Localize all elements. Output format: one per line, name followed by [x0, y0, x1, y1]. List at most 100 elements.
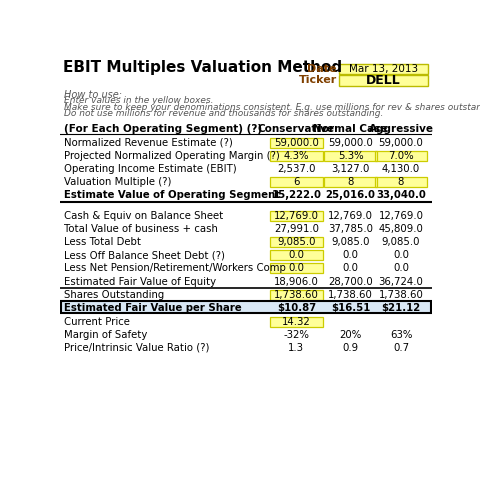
Text: Less Total Debt: Less Total Debt	[64, 237, 141, 247]
Text: 4,130.0: 4,130.0	[382, 164, 420, 174]
Bar	[339, 64, 428, 74]
Text: (For Each Operating Segment) (?): (For Each Operating Segment) (?)	[64, 124, 262, 134]
Text: 4.3%: 4.3%	[284, 151, 309, 161]
Text: 25,016.0: 25,016.0	[325, 190, 376, 201]
Bar	[339, 75, 428, 86]
Bar	[270, 151, 323, 161]
Bar	[339, 64, 428, 74]
Text: EBIT Multiples Valuation Method: EBIT Multiples Valuation Method	[63, 60, 342, 75]
Text: 7.0%: 7.0%	[388, 151, 414, 161]
Text: Do not use millions for revenue and thousands for shares outstanding.: Do not use millions for revenue and thou…	[64, 109, 383, 118]
Bar	[324, 151, 377, 161]
Text: Estimated Fair Value per Share: Estimated Fair Value per Share	[64, 303, 241, 313]
Text: 18,906.0: 18,906.0	[274, 277, 319, 286]
Bar	[324, 177, 377, 187]
Bar	[60, 301, 432, 314]
Bar	[270, 264, 323, 273]
Bar	[339, 75, 428, 86]
Text: Enter values in the yellow boxes.: Enter values in the yellow boxes.	[64, 96, 214, 106]
Text: 0.0: 0.0	[343, 264, 359, 273]
Bar	[270, 177, 323, 187]
Text: 14.32: 14.32	[282, 317, 311, 327]
Text: 33,040.0: 33,040.0	[376, 190, 426, 201]
Text: 0.0: 0.0	[288, 264, 304, 273]
Text: 20%: 20%	[339, 330, 362, 340]
Text: Margin of Safety: Margin of Safety	[64, 330, 147, 340]
Bar	[270, 211, 323, 221]
Text: 1,738.60: 1,738.60	[328, 290, 373, 300]
Text: 15,222.0: 15,222.0	[271, 190, 322, 201]
Text: $21.12: $21.12	[382, 303, 420, 313]
Text: Current Price: Current Price	[64, 317, 130, 327]
Text: Valuation Multiple (?): Valuation Multiple (?)	[64, 177, 171, 187]
Bar	[270, 317, 323, 327]
Text: 12,769.0: 12,769.0	[274, 211, 319, 221]
Text: 45,809.0: 45,809.0	[379, 224, 423, 234]
Text: 5.3%: 5.3%	[338, 151, 363, 161]
Text: 36,724.0: 36,724.0	[379, 277, 423, 286]
Text: 37,785.0: 37,785.0	[328, 224, 373, 234]
Bar	[324, 151, 377, 161]
Text: Less Net Pension/Retirement/Workers Comp: Less Net Pension/Retirement/Workers Comp	[64, 264, 286, 273]
Bar	[270, 250, 323, 260]
Bar	[270, 237, 323, 247]
Bar	[61, 301, 431, 313]
Text: Total Value of business + cash: Total Value of business + cash	[64, 224, 218, 234]
Text: 0.9: 0.9	[343, 343, 359, 353]
Bar	[270, 177, 323, 187]
Text: 59,000.0: 59,000.0	[328, 138, 373, 148]
Text: 3,127.0: 3,127.0	[331, 164, 370, 174]
Bar	[270, 138, 323, 148]
Bar	[324, 177, 377, 187]
Text: Aggressive: Aggressive	[369, 124, 433, 134]
Text: 6: 6	[293, 177, 300, 187]
Bar	[270, 250, 323, 260]
Text: 1,738.60: 1,738.60	[274, 290, 319, 300]
Text: 12,769.0: 12,769.0	[379, 211, 423, 221]
Text: 0.0: 0.0	[288, 250, 304, 260]
Text: 0.7: 0.7	[393, 343, 409, 353]
Text: 12,769.0: 12,769.0	[328, 211, 373, 221]
Text: How to use:: How to use:	[64, 90, 122, 100]
Text: Date: Date	[307, 64, 336, 74]
Text: Conservative: Conservative	[258, 124, 335, 134]
Text: 1,738.60: 1,738.60	[379, 290, 423, 300]
Text: 9,085.0: 9,085.0	[277, 237, 316, 247]
Text: Price/Intrinsic Value Ratio (?): Price/Intrinsic Value Ratio (?)	[64, 343, 209, 353]
Text: DELL: DELL	[366, 74, 401, 87]
Text: 59,000.0: 59,000.0	[274, 138, 319, 148]
Text: Estimated Fair Value of Equity: Estimated Fair Value of Equity	[64, 277, 216, 286]
Text: Make sure to keep your denominations consistent. E.g. use millions for rev & sha: Make sure to keep your denominations con…	[64, 103, 480, 112]
Text: Ticker: Ticker	[299, 75, 336, 85]
Bar	[375, 151, 427, 161]
Text: Estimate Value of Operating Segment: Estimate Value of Operating Segment	[64, 190, 280, 201]
Bar	[270, 317, 323, 327]
Text: $16.51: $16.51	[331, 303, 370, 313]
Bar	[375, 151, 427, 161]
Bar	[375, 177, 427, 187]
Text: 0.0: 0.0	[343, 250, 359, 260]
Text: Normalized Revenue Estimate (?): Normalized Revenue Estimate (?)	[64, 138, 233, 148]
Text: 0.0: 0.0	[393, 250, 409, 260]
Bar	[270, 151, 323, 161]
Text: Projected Normalized Operating Margin (?): Projected Normalized Operating Margin (?…	[64, 151, 280, 161]
Bar	[270, 290, 323, 300]
Bar	[375, 177, 427, 187]
Bar	[270, 138, 323, 148]
Text: $10.87: $10.87	[277, 303, 316, 313]
Text: Normal Case: Normal Case	[313, 124, 388, 134]
Text: Cash & Equiv on Balance Sheet: Cash & Equiv on Balance Sheet	[64, 211, 223, 221]
Bar	[270, 264, 323, 273]
Text: 1.3: 1.3	[288, 343, 304, 353]
Text: -32%: -32%	[283, 330, 309, 340]
Text: 9,085.0: 9,085.0	[382, 237, 420, 247]
Text: 27,991.0: 27,991.0	[274, 224, 319, 234]
Bar	[270, 211, 323, 221]
Text: 8: 8	[398, 177, 404, 187]
Text: Mar 13, 2013: Mar 13, 2013	[349, 64, 418, 74]
Text: 28,700.0: 28,700.0	[328, 277, 373, 286]
Text: Less Off Balance Sheet Debt (?): Less Off Balance Sheet Debt (?)	[64, 250, 225, 260]
Text: 0.0: 0.0	[393, 264, 409, 273]
Bar	[270, 237, 323, 247]
Text: Shares Outstanding: Shares Outstanding	[64, 290, 164, 300]
